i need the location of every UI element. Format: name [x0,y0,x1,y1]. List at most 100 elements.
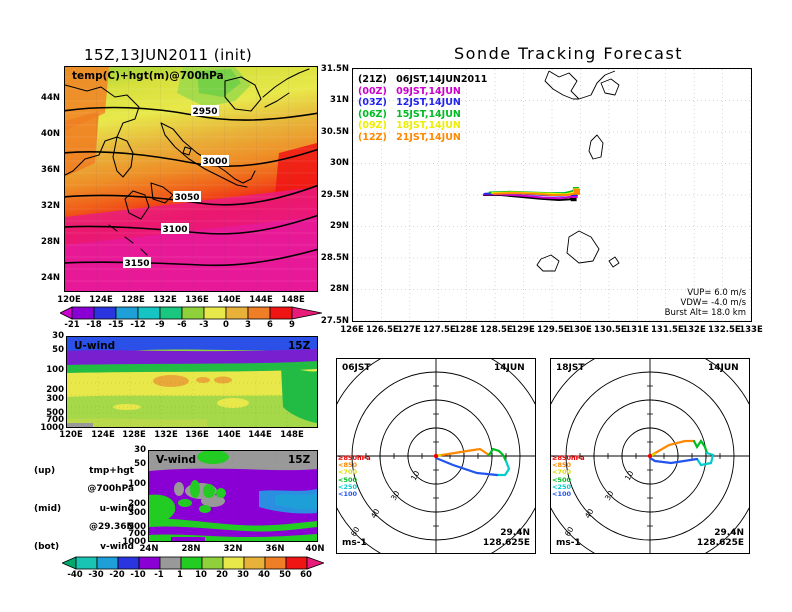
track-xtick: 131E [625,325,649,335]
map-ytick: 40N [41,129,60,139]
uwind-ytick: 50 [52,345,64,355]
wind-colorbar [62,556,324,570]
wind-cb-tick: 50 [279,570,291,580]
map-ytick: 36N [41,165,60,175]
vwind-ytick: 500 [128,522,146,532]
temp-cb-tick: -21 [64,320,80,330]
track-info-vdw: VDW= -4.0 m/s [680,298,746,308]
map-ytick: 28N [41,237,60,247]
caption-variable: u-wind [99,504,134,514]
legend-code: (06Z) [358,108,387,120]
map-xtick: 136E [185,295,209,305]
hodo1-date: 14JUN [708,363,739,373]
temp-cb-tick: -3 [199,320,209,330]
legend-time: 12JST,14JUN [396,97,461,108]
uwind-xtick: 120E [59,430,83,440]
map-xtick: 128E [121,295,145,305]
vwind-label: V-wind [156,454,197,466]
map-panel-plot: 2950 3000 3050 3100 3150 [64,66,318,292]
track-xtick: 132.5E [708,325,741,335]
hodo-legend-item: <100 [552,490,572,499]
svg-text:30: 30 [389,489,402,502]
caption-variable: v-wind [100,542,134,552]
wind-cb-tick: -40 [67,570,83,580]
hodograph-panel-0: 10 30 40 60 [336,358,536,554]
track-xtick: 129.5E [537,325,570,335]
track-xtick: 126.5E [366,325,399,335]
uwind-xtick: 132E [154,430,178,440]
temp-cb-tick: 0 [223,320,229,330]
vwind-ytick: 200 [128,499,146,509]
hodo-legend-item: <500 [338,475,358,484]
temp-cb-tick: 9 [289,320,295,330]
map-xtick: 148E [281,295,305,305]
svg-text:3050: 3050 [174,193,199,203]
track-xtick: 127E [397,325,421,335]
legend-item: (06Z) 15JST,14JUN [358,109,487,121]
track-xtick: 133E [739,325,763,335]
hodo-legend-item: <850 [552,461,572,470]
temp-cb-tick: -6 [177,320,187,330]
track-ytick: 27.5N [320,316,349,326]
wind-cb-tick: -10 [130,570,146,580]
uwind-ytick: 500 [46,408,64,418]
hodo1-unit: ms-1 [556,538,581,548]
temp-cb-tick: -15 [108,320,124,330]
hodo0-time: 06JST [342,363,371,373]
caption-variable: tmp+hgt [89,466,134,476]
temp-cb-tick: 6 [267,320,273,330]
uwind-ytick: 300 [46,394,64,404]
wind-cb-tick: 30 [237,570,249,580]
svg-text:10: 10 [409,469,422,482]
hodo0-date: 14JUN [494,363,525,373]
hodo1-legend: ≥850hPa <850 <700 <500 <250 <100 [552,454,585,499]
vwind-time: 15Z [288,454,311,466]
map-xtick: 140E [217,295,241,305]
uwind-ytick: 1000 [40,423,64,433]
map-panel-title: 15Z,13JUN2011 (init) [84,46,253,64]
map-ytick: 32N [41,201,60,211]
vwind-ytick: 50 [134,459,146,469]
svg-text:3000: 3000 [202,157,227,167]
track-info-vup: VUP= 6.0 m/s [687,288,746,298]
track-xtick: 129E [511,325,535,335]
track-ytick: 28.5N [320,253,349,263]
legend-code: (00Z) [358,85,387,97]
hodo-legend-item: <100 [338,490,358,499]
burst-marker [570,195,577,202]
map-xtick: 132E [153,295,177,305]
legend-time: 15JST,14JUN [396,108,461,120]
vwind-ytick: 1000 [122,537,146,547]
uwind-time: 15Z [288,340,311,352]
vwind-xtick: 24N [139,544,159,554]
track-xtick: 130.5E [594,325,627,335]
svg-text:60: 60 [349,525,362,538]
vwind-xtick: 28N [181,544,201,554]
wind-cb-tick: 60 [300,570,312,580]
map-xtick: 124E [89,295,113,305]
track-info-burst: Burst Alt= 18.0 km [664,308,746,318]
map-ytick: 24N [41,273,60,283]
legend-time: 09JST,14JUN [396,85,461,97]
vwind-ytick: 30 [134,445,146,455]
map-xtick: 144E [249,295,273,305]
temp-cb-tick: -12 [130,320,146,330]
hodo-legend-item: <850 [338,461,358,470]
hodo-legend-item: <250 [338,482,358,491]
wind-cb-tick: -20 [109,570,125,580]
legend-code: (21Z) [358,74,387,85]
legend-code: (03Z) [358,97,387,108]
hodo-legend-item: ≥850hPa [552,454,585,462]
track-panel-title: Sonde Tracking Forecast [454,44,684,63]
caption-level: @29.36N [89,522,134,532]
hodo-legend-item: ≥850hPa [338,454,371,462]
track-panel-plot [352,68,752,322]
hodo0-legend: ≥850hPa <850 <700 <500 <250 <100 [338,454,371,499]
track-ytick: 29N [330,221,349,231]
uwind-xtick: 124E [91,430,115,440]
track-xtick: 128E [454,325,478,335]
caption-level: @700hPa [87,484,134,494]
vwind-xtick: 32N [223,544,243,554]
wind-cb-tick: 20 [216,570,228,580]
hodo-legend-item: <700 [552,468,572,477]
